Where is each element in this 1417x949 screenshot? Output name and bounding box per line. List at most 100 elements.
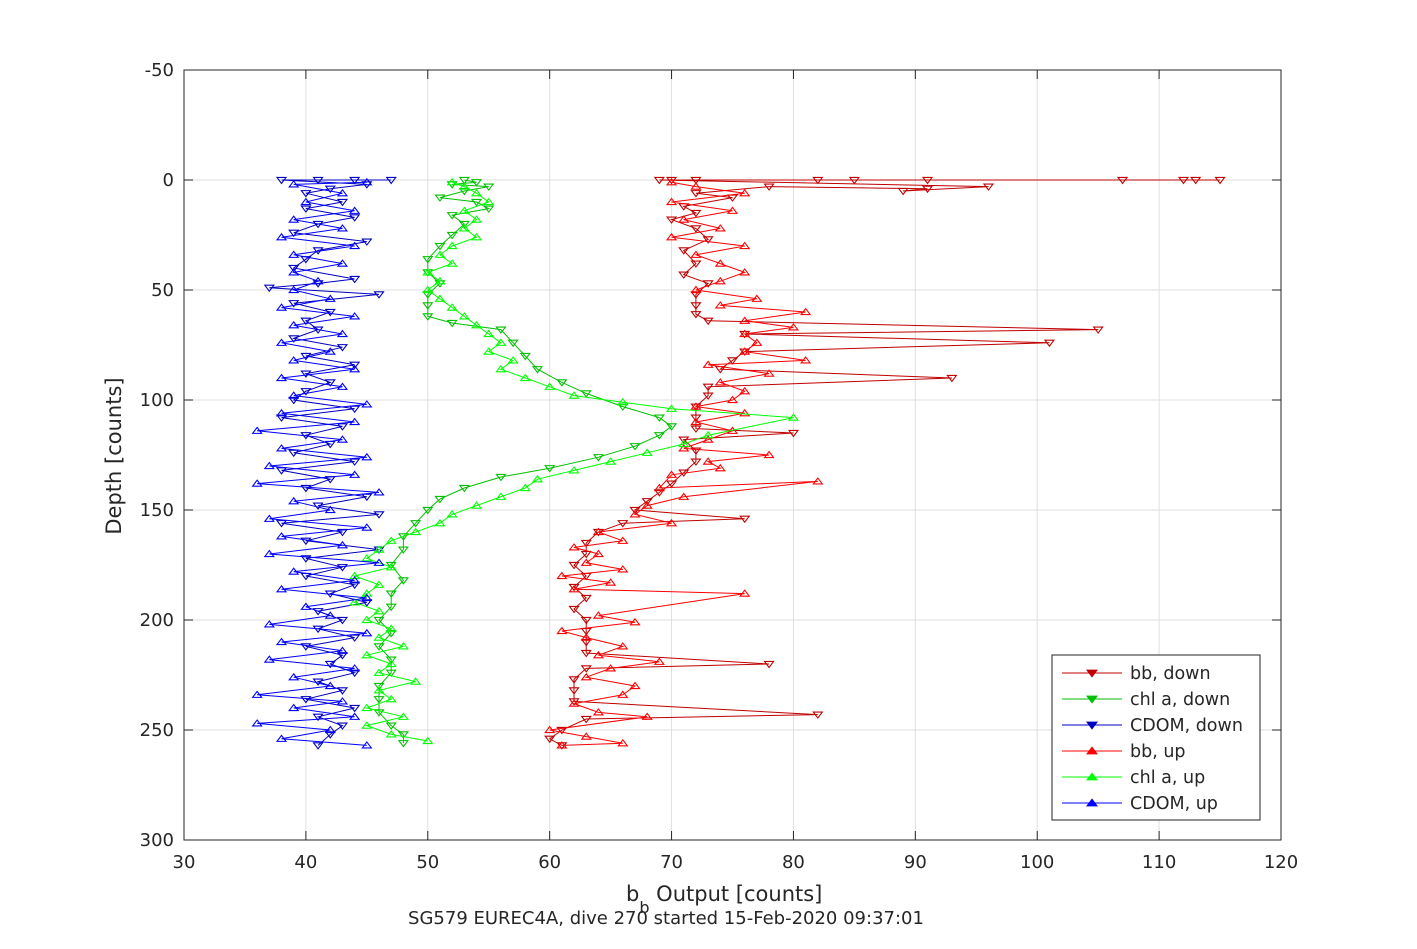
- legend-item-chl-a-down: chl a, down: [1062, 690, 1230, 710]
- data-point: [288, 180, 300, 188]
- data-point: [300, 643, 312, 651]
- data-point: [349, 669, 361, 678]
- data-point: [921, 176, 934, 185]
- legend-marker: [1085, 798, 1099, 807]
- data-point: [458, 224, 470, 232]
- data-point: [568, 584, 580, 593]
- data-point: [397, 577, 410, 585]
- data-point: [580, 672, 592, 681]
- data-point: [324, 379, 336, 387]
- data-point: [275, 414, 288, 422]
- data-point: [288, 250, 300, 258]
- data-point: [349, 634, 361, 642]
- data-point: [300, 555, 312, 563]
- data-point: [349, 176, 361, 185]
- data-point: [690, 182, 702, 190]
- data-point: [690, 260, 702, 268]
- data-point: [324, 347, 336, 355]
- legend-label: bb, up: [1130, 742, 1186, 762]
- data-point: [690, 209, 702, 218]
- data-point: [812, 477, 824, 485]
- data-point: [349, 576, 361, 584]
- x-axis-label: bb Output [counts]: [626, 882, 822, 917]
- data-point: [470, 215, 483, 223]
- data-point: [617, 738, 629, 747]
- data-point: [800, 307, 812, 316]
- data-point: [580, 539, 592, 548]
- legend-marker: [1085, 746, 1099, 755]
- data-point: [349, 571, 361, 580]
- data-point: [1043, 339, 1056, 348]
- data-point: [739, 589, 751, 597]
- data-point: [580, 558, 592, 566]
- data-point: [617, 536, 629, 544]
- data-point: [702, 435, 714, 443]
- data-point: [678, 436, 690, 444]
- data-point: [324, 681, 336, 690]
- data-point: [714, 378, 726, 386]
- data-point: [1092, 326, 1104, 334]
- data-point: [434, 194, 446, 202]
- data-point: [714, 301, 726, 309]
- data-point: [702, 360, 714, 368]
- data-point: [288, 229, 300, 238]
- data-point: [556, 741, 568, 749]
- data-point: [580, 594, 592, 603]
- data-point: [544, 382, 556, 390]
- data-point: [385, 603, 397, 612]
- data-point: [568, 699, 580, 707]
- data-point: [495, 326, 507, 334]
- x-tick-label: 30: [173, 852, 196, 873]
- data-point: [385, 694, 397, 703]
- data-point: [422, 313, 434, 321]
- data-point: [263, 655, 275, 663]
- data-point: [288, 285, 300, 294]
- data-point: [848, 176, 860, 185]
- data-point: [275, 373, 288, 382]
- data-point: [690, 458, 702, 466]
- data-point: [617, 397, 629, 406]
- x-tick-label: 70: [660, 852, 683, 873]
- data-point: [446, 231, 458, 240]
- data-point: [739, 347, 751, 355]
- data-point: [300, 190, 312, 198]
- data-point: [605, 578, 617, 586]
- data-point: [641, 712, 653, 720]
- legend-box: [1051, 654, 1261, 821]
- data-point: [629, 617, 641, 626]
- data-point: [385, 630, 397, 638]
- data-point: [275, 637, 288, 646]
- data-point: [409, 527, 422, 536]
- data-point: [446, 319, 458, 328]
- data-point: [580, 665, 592, 673]
- data-point: [324, 731, 336, 739]
- data-point: [714, 276, 726, 285]
- data-point: [336, 344, 349, 352]
- data-point: [300, 484, 312, 493]
- data-point: [739, 408, 751, 417]
- data-point: [373, 686, 385, 694]
- series-line-bb-up: [549, 181, 818, 746]
- x-tick-label: 110: [1142, 852, 1176, 873]
- data-point: [288, 215, 300, 223]
- data-point: [739, 188, 751, 197]
- data-point: [495, 364, 507, 373]
- data-point: [373, 580, 385, 588]
- data-point: [812, 176, 824, 185]
- data-point: [373, 668, 385, 676]
- data-point: [397, 546, 410, 554]
- data-point: [678, 439, 690, 448]
- data-point: [1214, 176, 1226, 185]
- data-point: [336, 329, 349, 338]
- data-point: [324, 505, 336, 514]
- data-point: [300, 537, 312, 546]
- data-point: [349, 458, 361, 466]
- data-point: [349, 581, 361, 590]
- data-point: [690, 417, 702, 426]
- data-point: [385, 176, 397, 185]
- data-point: [483, 205, 495, 213]
- data-point: [361, 493, 373, 502]
- data-point: [739, 515, 751, 524]
- data-point: [458, 220, 470, 229]
- data-point: [275, 532, 288, 540]
